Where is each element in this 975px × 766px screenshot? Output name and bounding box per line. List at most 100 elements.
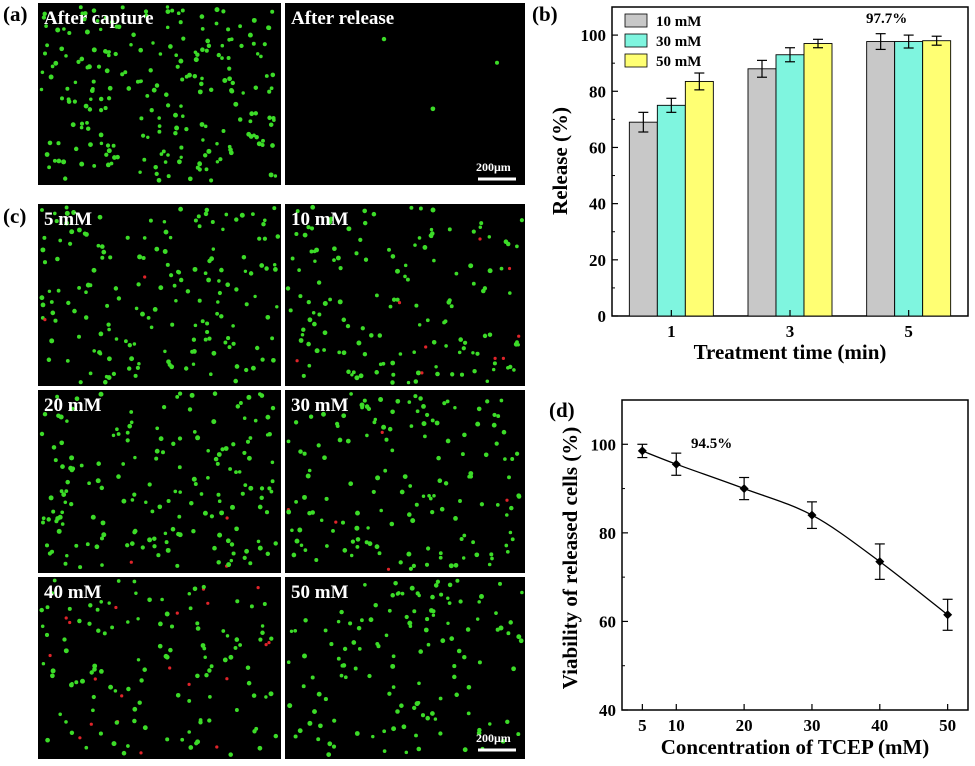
live-cell-dot [195,435,201,441]
live-cell-dot [77,618,82,624]
live-cell-dot [391,685,396,689]
data-point [875,557,885,567]
live-cell-dot [402,474,408,479]
live-cell-dot [387,691,392,696]
live-cell-dot [437,478,443,484]
live-cell-dot [246,680,252,686]
live-cell-dot [495,60,499,65]
live-cell-dot [158,621,163,627]
live-cell-dot [487,235,492,239]
live-cell-dot [200,319,205,324]
live-cell-dot [409,205,414,210]
live-cell-dot [300,333,305,337]
live-cell-dot [134,306,139,311]
live-cell-dot [152,536,157,541]
live-cell-dot [243,483,248,487]
live-cell-dot [316,280,322,285]
live-cell-dot [395,709,400,714]
live-cell-dot [354,731,360,736]
live-cell-dot [87,621,92,626]
live-cell-dot [247,32,253,38]
annotation: 94.5% [691,436,732,452]
live-cell-dot [391,726,397,732]
live-cell-dot [273,733,279,739]
data-point [943,610,953,620]
live-cell-dot [154,448,160,454]
live-cell-dot [423,434,427,439]
live-cell-dot [495,503,500,507]
live-cell-dot [254,726,259,731]
live-cell-dot [98,96,104,102]
live-cell-dot [351,640,357,645]
live-cell-dot [228,467,233,471]
live-cell-dot [412,609,417,614]
dead-cell-dot [129,560,133,564]
live-cell-dot [355,544,360,549]
live-cell-dot [199,122,205,127]
data-point [739,484,749,494]
live-cell-dot [197,224,202,229]
live-cell-dot [147,597,152,603]
dead-cell-dot [143,275,147,279]
live-cell-dot [111,143,116,148]
live-cell-dot [369,333,374,338]
live-cell-dot [63,648,69,654]
live-cell-dot [129,410,134,414]
live-cell-dot [77,227,82,233]
live-cell-dot [191,362,196,366]
live-cell-dot [350,539,355,544]
live-cell-dot [390,380,395,385]
live-cell-dot [113,689,118,693]
live-cell-dot [384,437,389,442]
cell-dots [39,5,278,183]
live-cell-dot [425,715,430,721]
live-cell-dot [234,637,240,642]
live-cell-dot [362,351,368,357]
live-cell-dot [127,366,132,371]
live-cell-dot [417,236,422,240]
live-cell-dot [271,357,276,363]
live-cell-dot [178,20,183,25]
live-cell-dot [101,532,107,538]
live-cell-dot [293,420,299,425]
live-cell-dot [337,350,342,355]
live-cell-dot [291,552,297,558]
live-cell-dot [78,565,83,570]
live-cell-dot [209,372,213,377]
live-cell-dot [323,628,328,633]
live-cell-dot [420,713,426,718]
live-cell-dot [174,125,180,131]
live-cell-dot [209,664,214,669]
live-cell-dot [425,318,430,323]
legend-swatch [624,13,648,28]
live-cell-dot [163,160,168,164]
live-cell-dot [322,330,328,336]
live-cell-dot [179,155,183,159]
dead-cell-dot [48,653,52,658]
live-cell-dot [92,663,98,669]
live-cell-dot [512,368,516,372]
live-cell-dot [432,494,436,498]
live-cell-dot [62,27,66,31]
dead-cell-dot [168,666,172,670]
live-cell-dot [503,457,507,461]
error-bar [785,47,795,63]
live-cell-dot [132,706,138,712]
live-cell-dot [171,441,176,446]
live-cell-dot [518,638,524,644]
live-cell-dot [216,560,221,565]
dead-cell-dot [380,430,384,434]
live-cell-dot [121,462,126,466]
live-cell-dot [267,89,272,94]
dead-cell-dot [78,736,82,740]
live-cell-dot [360,618,364,623]
live-cell-dot [391,372,396,377]
live-cell-dot [103,106,108,111]
live-cell-dot [260,143,265,147]
live-cell-dot [474,552,480,558]
live-cell-dot [340,520,346,525]
dead-cell-dot [386,567,391,571]
live-cell-dot [125,430,130,435]
live-cell-dot [168,44,173,49]
